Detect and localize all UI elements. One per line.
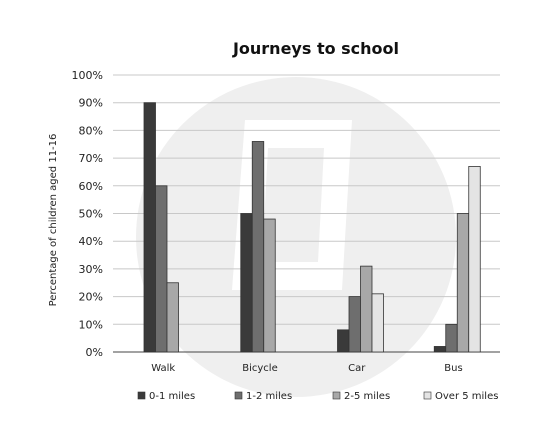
x-tick-label: Walk bbox=[151, 363, 175, 374]
chart-title: Journeys to school bbox=[232, 39, 399, 58]
legend-label: 1-2 miles bbox=[246, 391, 292, 402]
x-tick-label: Bus bbox=[444, 363, 462, 374]
bar bbox=[166, 282, 179, 353]
legend-swatch bbox=[137, 391, 146, 400]
bar bbox=[155, 185, 168, 353]
bar bbox=[456, 213, 470, 353]
legend-swatch bbox=[234, 391, 243, 400]
gridlines bbox=[113, 74, 500, 353]
bar bbox=[240, 213, 253, 353]
legend-swatch bbox=[332, 391, 341, 400]
category-labels: Walk Bicycle Car Bus bbox=[151, 363, 462, 374]
y-tick-label: 70% bbox=[79, 152, 103, 165]
y-tick-label: 60% bbox=[79, 180, 103, 193]
x-tick-label: Bicycle bbox=[242, 363, 277, 374]
legend-label: Over 5 miles bbox=[435, 391, 498, 402]
y-axis-label: Percentage of children aged 11-16 bbox=[48, 134, 59, 307]
bar bbox=[468, 166, 481, 353]
y-tick-labels: 0% 10% 20% 30% 40% 50% 60% 70% 80% 90% 100% bbox=[72, 69, 103, 359]
y-tick-label: 90% bbox=[79, 97, 103, 110]
legend-swatch bbox=[423, 391, 432, 400]
bar bbox=[433, 346, 447, 353]
y-tick-label: 50% bbox=[79, 208, 103, 221]
y-tick-label: 10% bbox=[79, 318, 103, 331]
bar bbox=[251, 141, 265, 353]
watermark bbox=[136, 77, 456, 397]
bars bbox=[143, 102, 481, 353]
y-tick-label: 100% bbox=[72, 69, 103, 82]
y-tick-label: 20% bbox=[79, 291, 103, 304]
legend: 0-1 miles 1-2 miles 2-5 miles Over 5 miles bbox=[137, 391, 498, 402]
bar bbox=[371, 293, 384, 353]
y-tick-label: 80% bbox=[79, 124, 103, 137]
bar bbox=[337, 329, 350, 353]
bar bbox=[143, 102, 156, 353]
bar bbox=[445, 323, 458, 353]
bar bbox=[263, 218, 276, 353]
legend-label: 2-5 miles bbox=[344, 391, 390, 402]
x-tick-label: Car bbox=[348, 363, 366, 374]
bar bbox=[360, 265, 373, 353]
bar bbox=[348, 296, 361, 353]
y-tick-label: 0% bbox=[86, 346, 103, 359]
y-tick-label: 40% bbox=[79, 235, 103, 248]
y-tick-label: 30% bbox=[79, 263, 103, 276]
legend-label: 0-1 miles bbox=[149, 391, 195, 402]
